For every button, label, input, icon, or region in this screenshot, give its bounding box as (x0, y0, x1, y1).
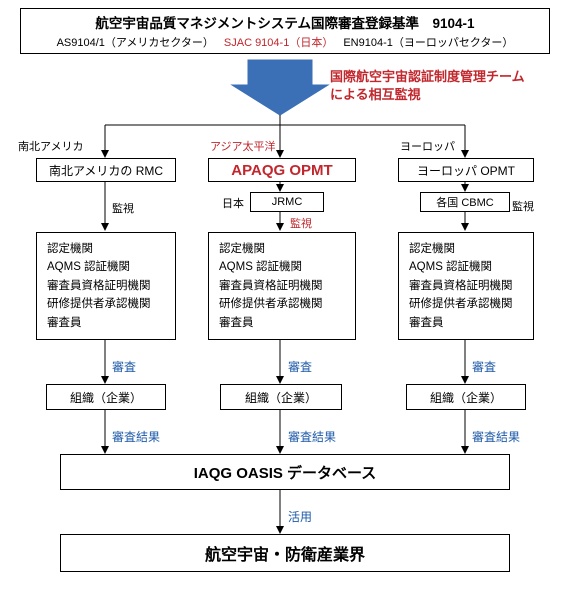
monitor-right: 監視 (512, 198, 534, 214)
sub-as: AS9104/1（アメリカセクター） (57, 34, 214, 50)
bodies-right: 認定機関 AQMS 認証機関 審査員資格証明機関 研修提供者承認機関 審査員 (398, 232, 534, 340)
region-right-label: ヨーロッパ (400, 138, 455, 154)
region-left-label: 南北アメリカ (18, 138, 83, 154)
rmc-right: ヨーロッパ OPMT (398, 158, 534, 182)
audit-center: 審査 (288, 358, 312, 375)
standards-title: 航空宇宙品質マネジメントシステム国際審査登録基準 9104-1 (95, 12, 474, 32)
rmc-center: APAQG OPMT (208, 158, 356, 182)
diagram-canvas: 航空宇宙品質マネジメントシステム国際審査登録基準 9104-1 AS9104/1… (0, 0, 570, 600)
japan-label: 日本 (222, 195, 244, 211)
rmc-left: 南北アメリカの RMC (36, 158, 176, 182)
monitor-left: 監視 (112, 200, 134, 216)
region-center-label: アジア太平洋 (210, 138, 276, 154)
sub-sjac: SJAC 9104-1（日本） (224, 34, 333, 50)
sub-en: EN9104-1（ヨーロッパセクター） (343, 34, 513, 50)
org-right: 組織（企業） (406, 384, 526, 410)
cbmc-box: 各国 CBMC (420, 192, 510, 212)
standards-subs: AS9104/1（アメリカセクター） SJAC 9104-1（日本） EN910… (57, 34, 514, 50)
use-label: 活用 (288, 508, 312, 525)
oasis-db-box: IAQG OASIS データベース (60, 454, 510, 490)
bodies-left: 認定機関 AQMS 認証機関 審査員資格証明機関 研修提供者承認機関 審査員 (36, 232, 176, 340)
audit-right: 審査 (472, 358, 496, 375)
result-right: 審査結果 (472, 428, 520, 445)
org-left: 組織（企業） (46, 384, 166, 410)
industry-box: 航空宇宙・防衛産業界 (60, 534, 510, 572)
jrmc-box: JRMC (250, 192, 324, 212)
result-left: 審査結果 (112, 428, 160, 445)
bodies-center: 認定機関 AQMS 認証機関 審査員資格証明機関 研修提供者承認機関 審査員 (208, 232, 356, 340)
org-center: 組織（企業） (220, 384, 342, 410)
result-center: 審査結果 (288, 428, 336, 445)
monitor-center: 監視 (290, 215, 312, 231)
standards-box: 航空宇宙品質マネジメントシステム国際審査登録基準 9104-1 AS9104/1… (20, 8, 550, 54)
mutual-oversight-label: 国際航空宇宙認証制度管理チーム による相互監視 (330, 68, 525, 104)
audit-left: 審査 (112, 358, 136, 375)
